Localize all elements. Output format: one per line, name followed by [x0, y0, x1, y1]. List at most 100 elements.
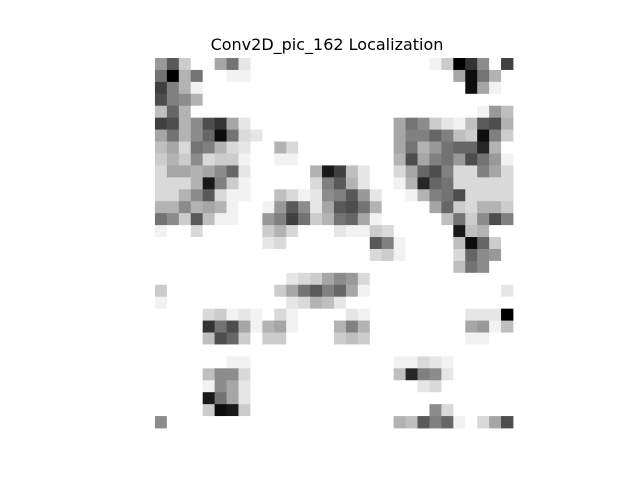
heatmap-cell-r11-c18 — [357, 189, 371, 202]
heatmap-cell-r25-c15 — [322, 356, 335, 369]
heatmap-cell-r19-c9 — [250, 284, 263, 298]
heatmap-cell-r30-c23 — [417, 416, 430, 429]
heatmap-cell-r16-c17 — [345, 248, 359, 262]
heatmap-cell-r21-c6 — [214, 308, 227, 321]
heatmap-cell-r7-c24 — [429, 141, 442, 154]
heatmap-cell-r14-c12 — [286, 225, 299, 238]
heatmap-cell-r1-c14 — [310, 69, 323, 83]
heatmap-cell-r2-c29 — [489, 81, 502, 95]
heatmap-cell-r5-c24 — [429, 117, 442, 131]
heatmap-cell-r22-c9 — [250, 320, 263, 333]
heatmap-cell-r11-c16 — [333, 189, 347, 202]
heatmap-cell-r30-c7 — [226, 416, 239, 429]
heatmap-cell-r20-c28 — [477, 296, 490, 310]
heatmap-cell-r23-c1 — [154, 332, 168, 345]
heatmap-cell-r12-c1 — [154, 201, 168, 214]
heatmap-cell-r22-c2 — [166, 320, 180, 333]
heatmap-cell-r12-c23 — [417, 201, 430, 214]
heatmap-cell-r12-c12 — [286, 201, 299, 214]
heatmap-cell-r25-c10 — [262, 356, 275, 369]
heatmap-cell-r7-c30 — [501, 141, 514, 154]
heatmap-cell-r8-c26 — [453, 153, 466, 166]
heatmap-cell-r17-c25 — [441, 260, 454, 274]
heatmap-cell-r5-c17 — [345, 117, 359, 131]
heatmap-cell-r5-c6 — [214, 117, 227, 131]
heatmap-cell-r17-c21 — [393, 260, 406, 274]
heatmap-cell-r17-c8 — [238, 260, 251, 274]
heatmap-cell-r9-c2 — [166, 165, 180, 178]
heatmap-cell-r26-c24 — [429, 368, 442, 381]
heatmap-cell-r3-c28 — [477, 93, 490, 107]
heatmap-cell-r14-c11 — [274, 225, 287, 238]
heatmap-cell-r24-c23 — [417, 344, 430, 357]
heatmap-cell-r11-c5 — [202, 189, 216, 202]
heatmap-cell-r3-c29 — [489, 93, 502, 107]
heatmap-cell-r5-c27 — [465, 117, 478, 131]
heatmap-cell-r25-c2 — [166, 356, 180, 369]
heatmap-cell-r7-c20 — [381, 141, 395, 154]
heatmap-cell-r20-c29 — [489, 296, 502, 310]
heatmap-cell-r7-c27 — [465, 141, 478, 154]
heatmap-cell-r20-c19 — [369, 296, 383, 310]
heatmap-cell-r11-c7 — [226, 189, 239, 202]
heatmap-cell-r7-c12 — [286, 141, 299, 154]
heatmap-cell-r12-c21 — [393, 201, 406, 214]
heatmap-cell-r15-c26 — [453, 237, 466, 250]
heatmap-cell-r16-c27 — [465, 248, 478, 262]
heatmap-cell-r9-c7 — [226, 165, 239, 178]
heatmap-cell-r14-c6 — [214, 225, 227, 238]
heatmap-cell-r28-c0 — [143, 392, 156, 405]
heatmap-cell-r8-c20 — [381, 153, 395, 166]
heatmap-cell-r8-c19 — [369, 153, 383, 166]
heatmap-cell-r3-c2 — [166, 93, 180, 107]
heatmap-cell-r13-c18 — [357, 213, 371, 226]
heatmap-cell-r17-c24 — [429, 260, 442, 274]
heatmap-cell-r22-c20 — [381, 320, 395, 333]
heatmap-cell-r19-c0 — [143, 284, 156, 298]
heatmap-cell-r14-c21 — [393, 225, 406, 238]
heatmap-cell-r1-c29 — [489, 69, 502, 83]
heatmap-cell-r19-c10 — [262, 284, 275, 298]
heatmap-cell-r17-c16 — [333, 260, 347, 274]
heatmap-cell-r3-c8 — [238, 93, 251, 107]
heatmap-cell-r22-c1 — [154, 320, 168, 333]
heatmap-cell-r21-c29 — [489, 308, 502, 321]
heatmap-cell-r16-c7 — [226, 248, 239, 262]
heatmap-cell-r26-c14 — [310, 368, 323, 381]
heatmap-cell-r14-c4 — [190, 225, 204, 238]
heatmap-cell-r12-c9 — [250, 201, 263, 214]
heatmap-cell-r7-c0 — [143, 141, 156, 154]
heatmap-cell-r0-c15 — [322, 58, 335, 71]
heatmap-cell-r10-c25 — [441, 177, 454, 190]
heatmap-cell-r23-c19 — [369, 332, 383, 345]
heatmap-cell-r1-c11 — [274, 69, 287, 83]
heatmap-cell-r20-c3 — [178, 296, 192, 310]
heatmap-cell-r17-c30 — [501, 260, 514, 274]
heatmap-cell-r3-c16 — [333, 93, 347, 107]
heatmap-cell-r13-c20 — [381, 213, 395, 226]
heatmap-cell-r4-c5 — [202, 105, 216, 119]
heatmap-cell-r29-c15 — [322, 404, 335, 417]
heatmap-cell-r7-c25 — [441, 141, 454, 154]
heatmap-cell-r0-c8 — [238, 58, 251, 71]
heatmap-cell-r2-c1 — [154, 81, 168, 95]
heatmap-cell-r12-c15 — [322, 201, 335, 214]
heatmap-cell-r8-c22 — [405, 153, 418, 166]
heatmap-cell-r24-c30 — [501, 344, 514, 357]
heatmap-cell-r13-c30 — [501, 213, 514, 226]
heatmap-cell-r15-c22 — [405, 237, 418, 250]
heatmap-cell-r24-c17 — [345, 344, 359, 357]
heatmap-cell-r21-c5 — [202, 308, 216, 321]
heatmap-cell-r14-c13 — [298, 225, 311, 238]
heatmap-cell-r11-c24 — [429, 189, 442, 202]
heatmap-cell-r6-c24 — [429, 129, 442, 142]
heatmap-cell-r24-c19 — [369, 344, 383, 357]
heatmap-cell-r1-c3 — [178, 69, 192, 83]
heatmap-cell-r18-c12 — [286, 272, 299, 286]
heatmap-cell-r15-c24 — [429, 237, 442, 250]
heatmap-cell-r23-c8 — [238, 332, 251, 345]
heatmap-cell-r9-c19 — [369, 165, 383, 178]
heatmap-cell-r10-c16 — [333, 177, 347, 190]
heatmap-cell-r24-c25 — [441, 344, 454, 357]
heatmap-cell-r8-c18 — [357, 153, 371, 166]
